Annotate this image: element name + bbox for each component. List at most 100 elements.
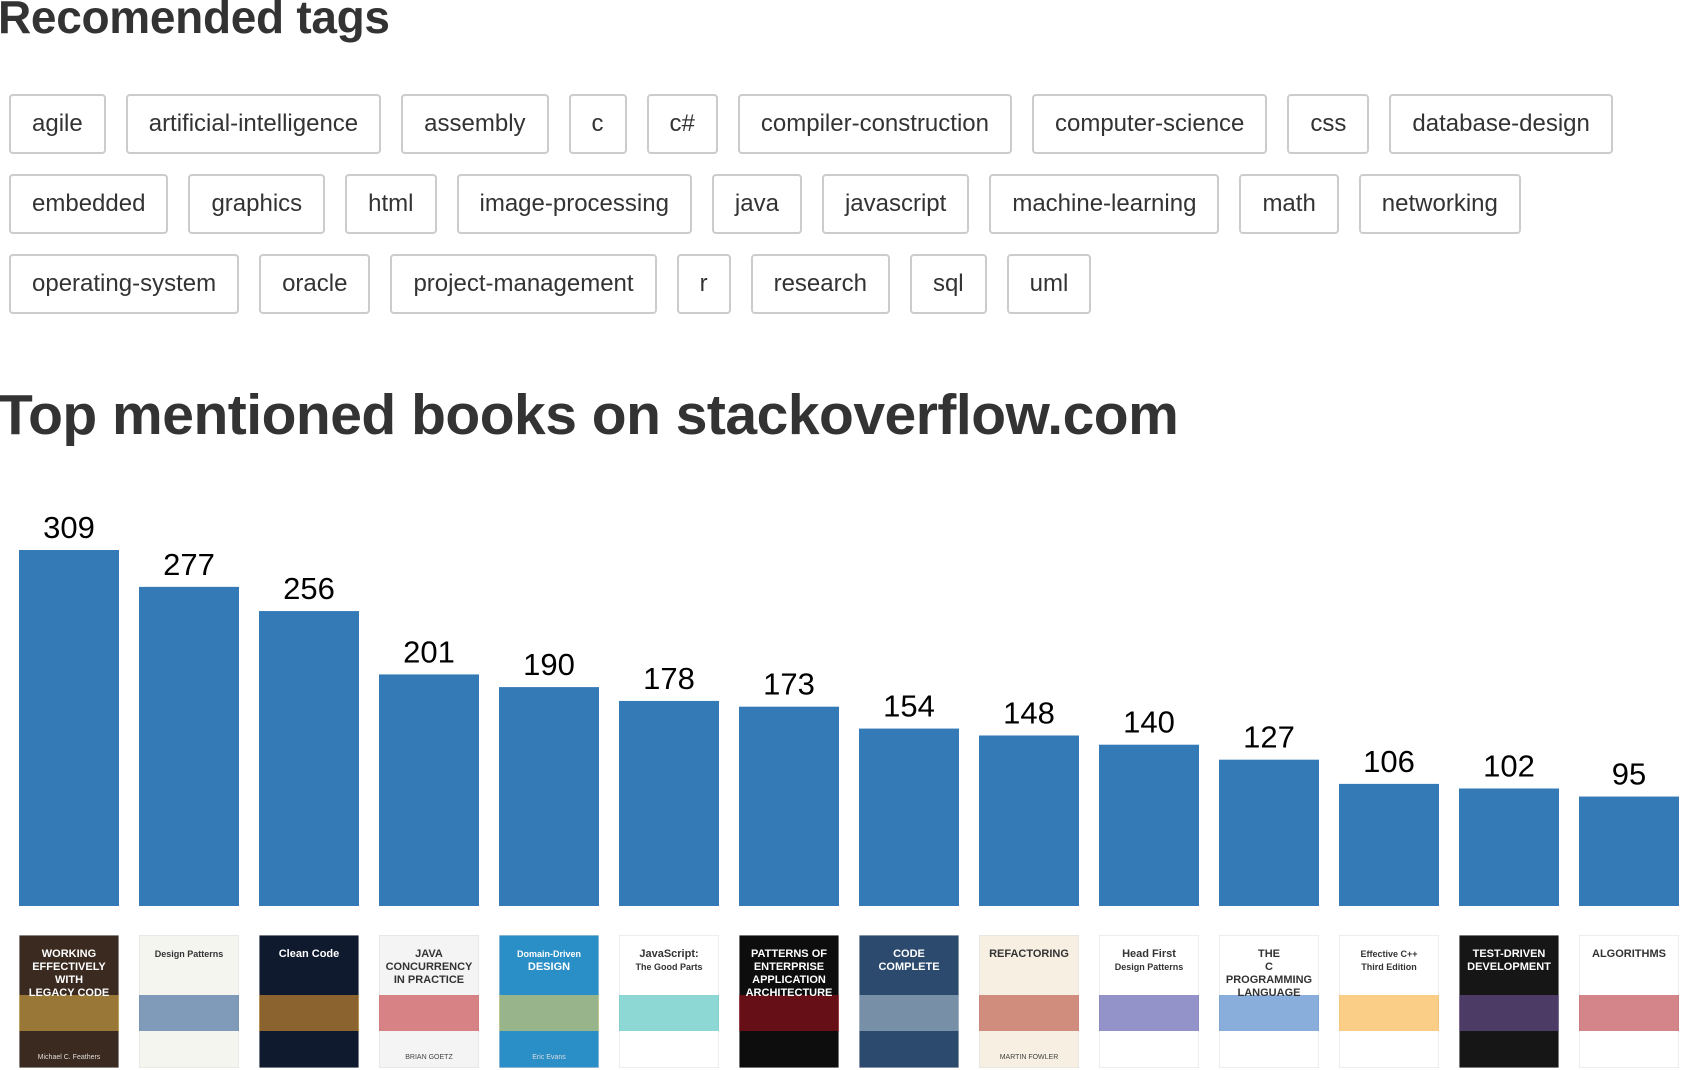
- book-cover-title-line: LEGACY CODE: [29, 987, 109, 999]
- tag-css[interactable]: css: [1287, 94, 1370, 154]
- bar-13[interactable]: [1459, 788, 1559, 906]
- bar-9[interactable]: [979, 735, 1079, 906]
- book-cover-13[interactable]: TEST-DRIVEN DEVELOPMENT: [1459, 935, 1559, 1068]
- book-cover-title-line: Clean Code: [279, 948, 340, 960]
- book-cover-art: Domain-Driven DESIGN Eric Evans: [499, 935, 599, 1068]
- book-cover-10[interactable]: Head First Design Patterns: [1099, 935, 1199, 1068]
- book-cover-title-line: EFFECTIVELY: [32, 961, 106, 973]
- tag-project-management[interactable]: project-management: [390, 254, 657, 314]
- tag-uml[interactable]: uml: [1006, 254, 1092, 314]
- book-cover-title-line: TEST-DRIVEN: [1473, 948, 1546, 960]
- book-cover-title-line: JAVA: [415, 948, 443, 960]
- tag-image-processing[interactable]: image-processing: [456, 174, 692, 234]
- tag-embedded[interactable]: embedded: [9, 174, 169, 234]
- book-cover-title-line: Design Patterns: [1115, 962, 1184, 972]
- tag-research[interactable]: research: [750, 254, 890, 314]
- tag-operating-system[interactable]: operating-system: [9, 254, 240, 314]
- book-cover-12[interactable]: Effective C++ Third Edition: [1339, 935, 1439, 1068]
- book-cover-7[interactable]: PATTERNS OF ENTERPRISE APPLICATION ARCHITEC…: [739, 935, 839, 1068]
- book-cover-8[interactable]: CODE COMPLETE: [859, 935, 959, 1068]
- book-cover-author: Michael C. Feathers: [38, 1054, 101, 1061]
- tag-agile[interactable]: agile: [9, 94, 106, 154]
- book-cover-title-line: CODE: [893, 948, 925, 960]
- book-cover-author: BRIAN GOETZ: [405, 1054, 453, 1061]
- book-cover-title-line: IN PRACTICE: [394, 974, 464, 986]
- book-cover-1[interactable]: WORKING EFFECTIVELY WITH LEGACY CODE Michael…: [19, 935, 119, 1068]
- book-cover-art: JavaScript: The Good Parts: [619, 935, 719, 1068]
- tag-javascript[interactable]: javascript: [821, 174, 970, 234]
- recommended-tags-heading: Recomended tags: [0, 0, 390, 43]
- book-cover-title-line: ALGORITHMS: [1592, 948, 1666, 960]
- tag-artificial-intelligence[interactable]: artificial-intelligence: [125, 94, 382, 154]
- book-cover-14[interactable]: ALGORITHMS: [1579, 935, 1679, 1068]
- book-cover-2[interactable]: Design Patterns: [139, 935, 239, 1068]
- tag-computer-science[interactable]: computer-science: [1031, 94, 1268, 154]
- bar-5[interactable]: [499, 687, 599, 906]
- tag-java[interactable]: java: [711, 174, 802, 234]
- bar-value-label: 106: [1363, 744, 1415, 779]
- tag-html[interactable]: html: [345, 174, 437, 234]
- book-cover-art: ALGORITHMS: [1579, 935, 1679, 1068]
- book-cover-title-line: The Good Parts: [635, 962, 702, 972]
- bar-12[interactable]: [1339, 783, 1439, 906]
- book-cover-3[interactable]: Clean Code: [259, 935, 359, 1068]
- book-cover-6[interactable]: JavaScript: The Good Parts: [619, 935, 719, 1068]
- tag-database-design[interactable]: database-design: [1389, 94, 1613, 154]
- bar-value-label: 154: [883, 689, 935, 724]
- book-cover-title-line: DEVELOPMENT: [1467, 961, 1551, 973]
- book-cover-title-line: THE: [1258, 948, 1280, 960]
- book-cover-title-line: WORKING: [42, 948, 96, 960]
- book-cover-4[interactable]: JAVA CONCURRENCY IN PRACTICE BRIAN GOETZ: [379, 935, 479, 1068]
- book-cover-art: Clean Code: [259, 935, 359, 1068]
- chart-heading: Top mentioned books on stackoverflow.com: [0, 383, 1179, 447]
- book-cover-9[interactable]: REFACTORING MARTIN FOWLER: [979, 935, 1079, 1068]
- tag-sql[interactable]: sql: [909, 254, 987, 314]
- tag-assembly[interactable]: assembly: [401, 94, 549, 154]
- bar-1[interactable]: [19, 550, 119, 906]
- bar-value-label: 127: [1243, 720, 1295, 755]
- bar-value-label: 173: [763, 667, 815, 702]
- bar-6[interactable]: [619, 700, 719, 906]
- bar-10[interactable]: [1099, 744, 1199, 906]
- books-bar-chart: 309 277 256 201 190 178 173 154 148 140 127 106 102 9…: [19, 510, 1679, 906]
- tag-cloud: agile artificial-intelligence assembly c c# c…: [9, 94, 1669, 334]
- book-cover-art: Head First Design Patterns: [1099, 935, 1199, 1068]
- book-cover-title-line: PATTERNS OF: [751, 948, 827, 960]
- tag-row: operating-system oracle project-management…: [9, 254, 1669, 314]
- book-cover-title-line: JavaScript:: [639, 948, 698, 960]
- tag-networking[interactable]: networking: [1358, 174, 1521, 234]
- book-cover-title-line: Third Edition: [1361, 962, 1417, 972]
- tag-math[interactable]: math: [1239, 174, 1339, 234]
- tag-row: agile artificial-intelligence assembly c c# c…: [9, 94, 1669, 154]
- book-cover-art: PATTERNS OFENTERPRISEAPPLICATIONARCHITEC…: [739, 935, 839, 1068]
- book-cover-11[interactable]: THE C PROGRAMMING LANGUAGE: [1219, 935, 1319, 1068]
- bar-7[interactable]: [739, 706, 839, 906]
- bar-value-label: 178: [643, 661, 695, 696]
- book-cover-title-line: ENTERPRISE: [754, 961, 824, 973]
- book-cover-title-line: COMPLETE: [878, 961, 939, 973]
- bar-value-label: 102: [1483, 748, 1535, 783]
- book-cover-title-line: Head First: [1122, 948, 1176, 960]
- tag-oracle[interactable]: oracle: [259, 254, 371, 314]
- bar-value-label: 309: [43, 510, 95, 545]
- tag-machine-learning[interactable]: machine-learning: [989, 174, 1220, 234]
- tag-compiler-construction[interactable]: compiler-construction: [737, 94, 1012, 154]
- tag-csharp[interactable]: c#: [646, 94, 718, 154]
- tag-r[interactable]: r: [676, 254, 731, 314]
- bar-11[interactable]: [1219, 759, 1319, 906]
- bar-2[interactable]: [139, 586, 239, 906]
- tag-graphics[interactable]: graphics: [188, 174, 326, 234]
- tag-c[interactable]: c: [568, 94, 627, 154]
- bar-4[interactable]: [379, 674, 479, 906]
- bar-14[interactable]: [1579, 796, 1679, 906]
- book-cover-title-line: DESIGN: [528, 961, 570, 973]
- book-cover-art: Design Patterns: [139, 935, 239, 1068]
- book-cover-5[interactable]: Domain-Driven DESIGN Eric Evans: [499, 935, 599, 1068]
- bar-8[interactable]: [859, 728, 959, 906]
- bar-value-label: 256: [283, 571, 335, 606]
- bar-3[interactable]: [259, 611, 359, 906]
- book-cover-title-line: REFACTORING: [989, 948, 1069, 960]
